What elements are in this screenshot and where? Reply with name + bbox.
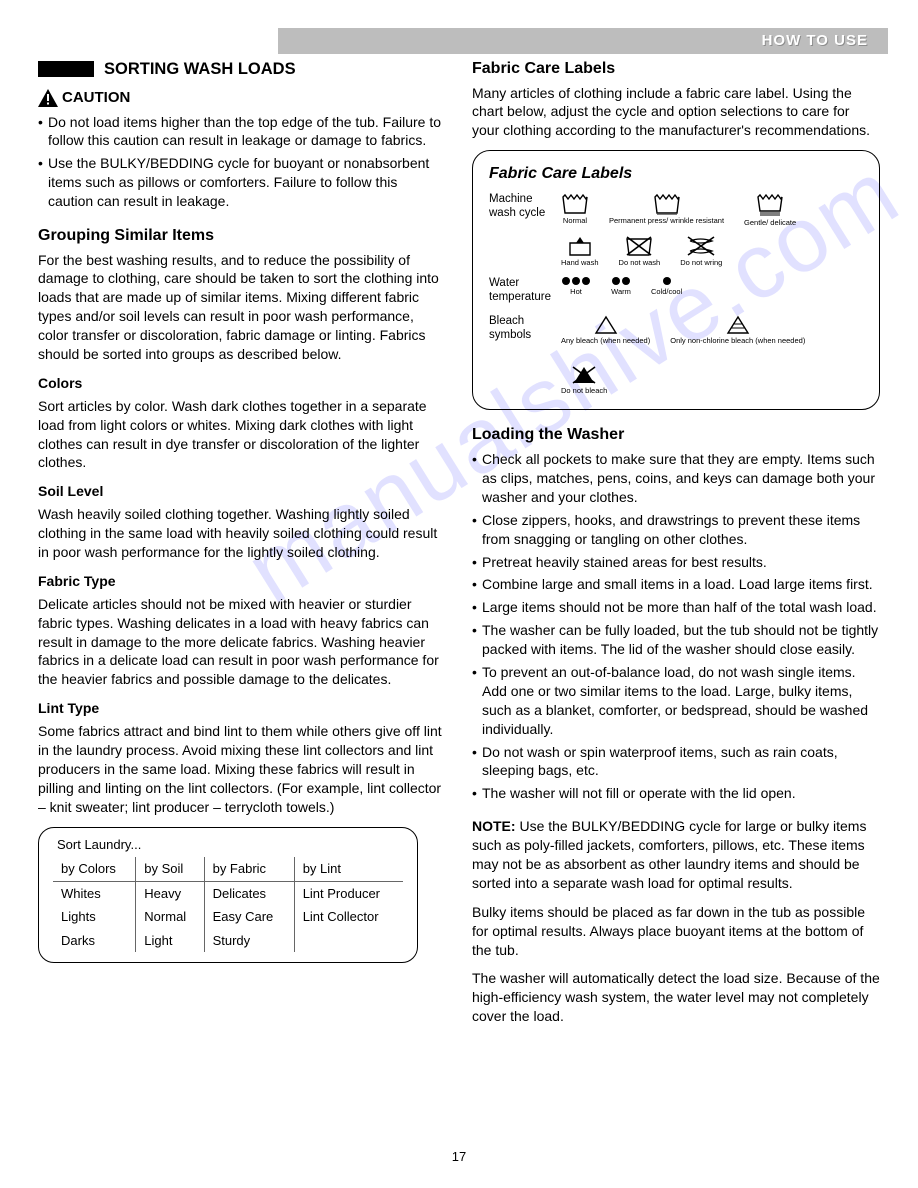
sort-th: by Soil [136,857,204,881]
loading-bullet: Close zippers, hooks, and drawstrings to… [472,511,880,549]
loading-p3: The washer will automatically detect the… [472,969,880,1026]
fabric-care-title: Fabric Care Labels [472,58,880,80]
anybleach-label: Any bleach (when needed) [561,336,650,345]
caution-label: CAUTION [62,88,130,108]
wash-gentle-label: Gentle/ delicate [744,218,796,227]
warning-icon [38,89,58,107]
sort-th: by Lint [294,857,403,881]
fabric-body: Delicate articles should not be mixed wi… [38,595,446,689]
lint-title: Lint Type [38,699,446,718]
hot-icon: Hot [561,277,591,296]
loading-bullet: The washer will not fill or operate with… [472,784,880,803]
soil-title: Soil Level [38,482,446,501]
header-bar: HOW TO USE [278,28,888,54]
machine-label: Machine wash cycle [489,193,561,221]
donotwash-icon: Do not wash [619,235,661,267]
donotbleach-label: Do not bleach [561,386,607,395]
sort-td [294,929,403,953]
fabric-title: Fabric Type [38,572,446,591]
caution-bullets: Do not load items higher than the top ed… [38,113,446,211]
grouping-title: Grouping Similar Items [38,225,446,247]
caution-bullet: Do not load items higher than the top ed… [38,113,446,151]
sort-td: Easy Care [204,905,294,929]
wash-normal-icon: Normal [561,193,589,227]
nonchlorine-icon: Only non-chlorine bleach (when needed) [670,315,805,345]
header-label: HOW TO USE [762,32,868,49]
warm-icon: Warm [611,277,631,296]
sort-td: Lint Collector [294,905,403,929]
page-number: 17 [0,1148,918,1166]
grouping-body: For the best washing results, and to red… [38,251,446,364]
warm-label: Warm [611,287,631,296]
hot-label: Hot [570,287,582,296]
fabric-care-intro: Many articles of clothing include a fabr… [472,84,880,141]
sort-td: Darks [53,929,136,953]
left-column: SORTING WASH LOADS CAUTION Do not load i… [38,58,446,1036]
content-area: SORTING WASH LOADS CAUTION Do not load i… [38,58,880,1036]
donotwash-label: Do not wash [619,258,661,267]
loading-note: NOTE: Use the BULKY/BEDDING cycle for la… [472,817,880,893]
donotwring-label: Do not wring [680,258,722,267]
sort-th: by Fabric [204,857,294,881]
section-title-sorting: SORTING WASH LOADS [38,58,446,80]
sort-td: Lint Producer [294,881,403,905]
title-block-icon [38,61,94,77]
wash-permpress-label: Permanent press/ wrinkle resistant [609,216,724,225]
sort-td: Sturdy [204,929,294,953]
caution-bullet: Use the BULKY/BEDDING cycle for buoyant … [38,154,446,211]
water-label: Water temperature [489,277,561,305]
loading-p2: Bulky items should be placed as far down… [472,903,880,960]
nonchlorine-label: Only non-chlorine bleach (when needed) [670,336,805,345]
cold-icon: Cold/cool [651,277,682,296]
bleach-label: Bleach symbols [489,315,561,343]
handwash-icon: Hand wash [561,235,599,267]
lint-body: Some fabrics attract and bind lint to th… [38,722,446,816]
note-text: Use the BULKY/BEDDING cycle for large or… [472,818,866,891]
loading-title: Loading the Washer [472,424,880,446]
loading-bullet: The washer can be fully loaded, but the … [472,621,880,659]
donotbleach-icon: Do not bleach [561,365,607,395]
sort-td: Heavy [136,881,204,905]
sort-td: Delicates [204,881,294,905]
fabric-box-title: Fabric Care Labels [489,163,863,185]
sort-td: Normal [136,905,204,929]
fabric-row-machine: Machine wash cycle Normal Permanent pres… [489,193,863,268]
sort-td: Light [136,929,204,953]
loading-bullets: Check all pockets to make sure that they… [472,450,880,803]
fabric-row-bleach: Bleach symbols Any bleach (when needed) … [489,315,863,396]
sort-td: Whites [53,881,136,905]
anybleach-icon: Any bleach (when needed) [561,315,650,345]
sort-laundry-table: Sort Laundry... by Colors by Soil by Fab… [38,827,418,964]
colors-body: Sort articles by color. Wash dark clothe… [38,397,446,473]
wash-gentle-icon: Gentle/ delicate [744,193,796,227]
donotwring-icon: Do not wring [680,235,722,267]
handwash-label: Hand wash [561,258,599,267]
loading-bullet: Large items should not be more than half… [472,598,880,617]
sort-table-caption: Sort Laundry... [53,836,403,854]
loading-bullet: To prevent an out-of-balance load, do no… [472,663,880,739]
sort-th: by Colors [53,857,136,881]
wash-normal-label: Normal [563,216,587,225]
sort-td: Lights [53,905,136,929]
loading-bullet: Combine large and small items in a load.… [472,575,880,594]
cold-label: Cold/cool [651,287,682,296]
colors-title: Colors [38,374,446,393]
right-column: Fabric Care Labels Many articles of clot… [472,58,880,1036]
soil-body: Wash heavily soiled clothing together. W… [38,505,446,562]
loading-bullet: Check all pockets to make sure that they… [472,450,880,507]
note-label: NOTE: [472,818,516,834]
fabric-row-water: Water temperature Hot Warm Cold/cool [489,277,863,305]
wash-permpress-icon: Permanent press/ wrinkle resistant [609,193,724,227]
caution-row: CAUTION [38,88,446,108]
fabric-care-box: Fabric Care Labels Machine wash cycle No… [472,150,880,410]
loading-bullet: Do not wash or spin waterproof items, su… [472,743,880,781]
loading-bullet: Pretreat heavily stained areas for best … [472,553,880,572]
sort-table: by Colors by Soil by Fabric by Lint Whit… [53,857,403,952]
sorting-title-text: SORTING WASH LOADS [104,58,296,80]
